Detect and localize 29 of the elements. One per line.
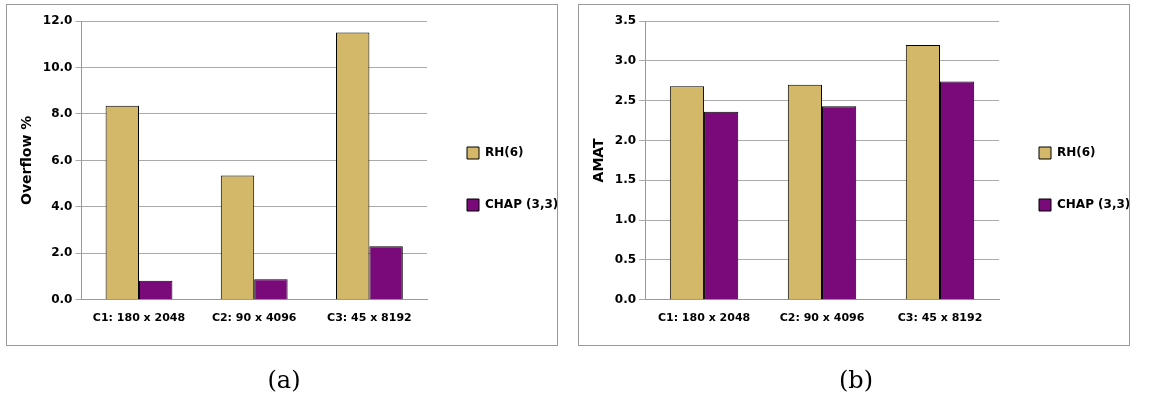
- y-tick-label: 3.0: [614, 52, 637, 67]
- y-tick-label: 10.0: [42, 59, 73, 74]
- y-axis-title: AMAT: [590, 137, 607, 183]
- legend-label: CHAP (3,3): [485, 197, 559, 212]
- x-tick-label: C2: 90 x 4096: [211, 311, 297, 325]
- legend-label: RH(6): [485, 145, 524, 160]
- x-tick-label: C3: 45 x 8192: [327, 311, 412, 325]
- legend-label: RH(6): [1057, 145, 1096, 160]
- y-tick-label: 0.0: [51, 291, 73, 306]
- y-tick-label: 2.0: [51, 245, 73, 260]
- y-tick-label: 12.0: [42, 13, 73, 28]
- legend-label: CHAP (3,3): [1057, 197, 1131, 212]
- y-axis-title: Overflow %: [18, 115, 35, 206]
- x-tick-label: C1: 180 x 2048: [657, 311, 751, 325]
- y-tick-label: 3.5: [614, 13, 637, 28]
- x-tick-label: C3: 45 x 8192: [897, 311, 983, 325]
- y-tick-label: 0.5: [614, 252, 637, 267]
- y-tick-label: 4.0: [51, 198, 73, 213]
- x-tick-label: C2: 90 x 4096: [779, 311, 865, 325]
- y-tick-label: 0.0: [614, 291, 637, 306]
- y-tick-label: 1.0: [614, 212, 637, 227]
- text: (b): [837, 366, 875, 394]
- y-tick-label: 2.0: [614, 132, 637, 147]
- y-tick-label: 1.5: [614, 172, 637, 187]
- y-tick-label: 8.0: [51, 106, 73, 121]
- text: (a): [266, 366, 302, 394]
- x-tick-label: C1: 180 x 2048: [92, 311, 186, 325]
- y-tick-label: 6.0: [51, 152, 73, 167]
- y-tick-label: 2.5: [614, 92, 637, 107]
